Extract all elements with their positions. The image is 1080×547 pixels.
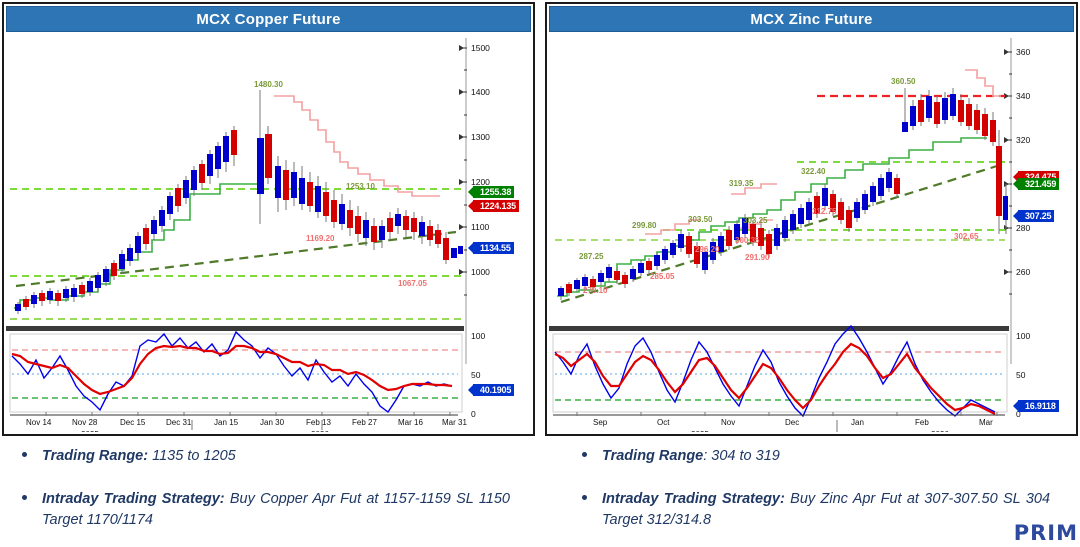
year-label-right: 2026 [931, 430, 949, 432]
brand-logo: PRIM [1013, 521, 1078, 545]
price-tick: 1100 [471, 222, 490, 232]
panel-mcx-zinc-future: MCX Zinc Future [545, 2, 1078, 436]
pivot-badge[interactable]: 1224.135 [473, 200, 519, 212]
data-label-swing-high: 1480.30 [254, 80, 283, 89]
date-tick: Nov [721, 418, 736, 427]
year-label-right: 2026 [311, 430, 329, 432]
note-label: Trading Range: [42, 448, 149, 464]
rsi-tick: 50 [471, 370, 481, 380]
bullet-icon [582, 495, 587, 500]
pivot-badge[interactable]: 321.459 [1018, 178, 1060, 190]
panel-title-copper: MCX Copper Future [6, 6, 531, 32]
rsi-badge[interactable]: 40.1905 [473, 384, 515, 396]
date-tick: Jan 15 [214, 418, 239, 427]
date-tick: Nov 14 [26, 418, 52, 427]
note-body: 1135 to 1205 [148, 448, 236, 464]
list-item: Intraday Trading Strategy: Buy Copper Ap… [0, 489, 540, 531]
data-label-swing-low: 302.65 [954, 232, 979, 241]
rsi-tick: 50 [1016, 370, 1026, 380]
date-tick: Feb [915, 418, 929, 427]
date-tick: Mar [979, 418, 993, 427]
date-tick: Oct [657, 418, 670, 427]
note-line: Intraday Trading Strategy: Buy Copper Ap… [42, 489, 540, 531]
note-line: Intraday Trading Strategy: Buy Zinc Apr … [602, 489, 1080, 531]
year-label-left: 2025 [691, 430, 709, 432]
data-label-swing-low: 291.90 [745, 253, 770, 262]
date-tick: Jan 30 [260, 418, 285, 427]
note-body: Buy Zinc Apr Fut at 307-307.50 SL 304 Ta… [602, 491, 1051, 528]
note-label: Trading Range [602, 448, 704, 464]
data-label-swing-low: 312.75 [812, 207, 837, 216]
data-label-swing-low: 296.20 [695, 245, 720, 254]
notes-zinc: Trading Range: 304 to 319 Intraday Tradi… [540, 440, 1080, 547]
chart-copper: 1500 1400 1300 1200 1100 1000 100 50 0 1… [6, 34, 531, 432]
date-tick: Dec [785, 418, 800, 427]
date-tick: Mar 31 [442, 418, 467, 427]
note-label: Intraday Trading Strategy: [602, 491, 785, 507]
data-label-swing-high: 287.25 [579, 252, 604, 261]
data-label-swing-low: 285.05 [650, 272, 675, 281]
rsi-tick: 0 [1016, 409, 1021, 419]
date-tick: Nov 28 [72, 418, 98, 427]
bullet-icon [22, 452, 27, 457]
list-item: Trading Range: 1135 to 1205 [0, 446, 540, 467]
date-tick: Dec 15 [120, 418, 146, 427]
date-tick: Feb 13 [306, 418, 331, 427]
date-tick: Feb 27 [352, 418, 377, 427]
data-label-swing-low: 1067.05 [398, 279, 427, 288]
price-tick: 1000 [471, 267, 490, 277]
chart-zinc: 360 340 320 300 280 260 100 50 0 324.475… [549, 34, 1074, 432]
price-tick: 1300 [471, 132, 490, 142]
panel-mcx-copper-future: MCX Copper Future [2, 2, 535, 436]
data-label-swing-high: 299.80 [632, 221, 657, 230]
note-line: Trading Range: 1135 to 1205 [42, 446, 540, 467]
data-label-swing-low: 279.10 [583, 286, 608, 295]
note-line: Trading Range: 304 to 319 [602, 446, 1080, 467]
date-tick: Sep [593, 418, 608, 427]
last-price-badge[interactable]: 307.25 [1018, 210, 1055, 222]
list-item: Trading Range: 304 to 319 [540, 446, 1080, 467]
rsi-tick: 0 [471, 409, 476, 419]
note-label: Intraday Trading Strategy: [42, 491, 225, 507]
note-body: Buy Copper Apr Fut at 1157-1159 SL 1150 … [42, 491, 510, 528]
bullet-icon [22, 495, 27, 500]
price-tick: 1400 [471, 87, 490, 97]
price-tick: 1200 [471, 177, 490, 187]
price-tick: 360 [1016, 47, 1031, 57]
rsi-tick: 100 [1016, 331, 1031, 341]
panel-title-zinc: MCX Zinc Future [549, 6, 1074, 32]
price-tick: 320 [1016, 135, 1031, 145]
note-body: : 304 to 319 [703, 448, 780, 464]
data-label-swing-high: 1253.10 [346, 182, 375, 191]
price-tick: 280 [1016, 223, 1031, 233]
list-item: Intraday Trading Strategy: Buy Zinc Apr … [540, 489, 1080, 531]
notes-copper: Trading Range: 1135 to 1205 Intraday Tra… [0, 440, 540, 547]
price-tick: 340 [1016, 91, 1031, 101]
last-price-badge[interactable]: 1134.55 [473, 242, 514, 254]
data-label-swing-high: 360.50 [891, 77, 916, 86]
bullet-icon [582, 452, 587, 457]
price-tick: 260 [1016, 267, 1031, 277]
date-tick: Jan [851, 418, 864, 427]
data-label-swing-low: 300.35 [735, 236, 760, 245]
data-label-swing-high: 319.35 [729, 179, 754, 188]
zinc-chart-svg [549, 38, 1012, 432]
price-tick: 1500 [471, 43, 490, 53]
data-label-swing-high: 303.50 [688, 215, 713, 224]
date-tick: Dec 31 [166, 418, 192, 427]
data-label-swing-high: 303.25 [743, 216, 768, 225]
rsi-tick: 100 [471, 331, 486, 341]
copper-chart-svg [6, 38, 467, 430]
data-label-swing-high: 322.40 [801, 167, 826, 176]
resistance-badge[interactable]: 1255.38 [473, 186, 515, 198]
date-tick: Mar 16 [398, 418, 423, 427]
year-label-left: 2025 [81, 430, 99, 432]
rsi-badge[interactable]: 16.9118 [1018, 400, 1059, 412]
data-label-swing-low: 1169.20 [306, 234, 335, 243]
